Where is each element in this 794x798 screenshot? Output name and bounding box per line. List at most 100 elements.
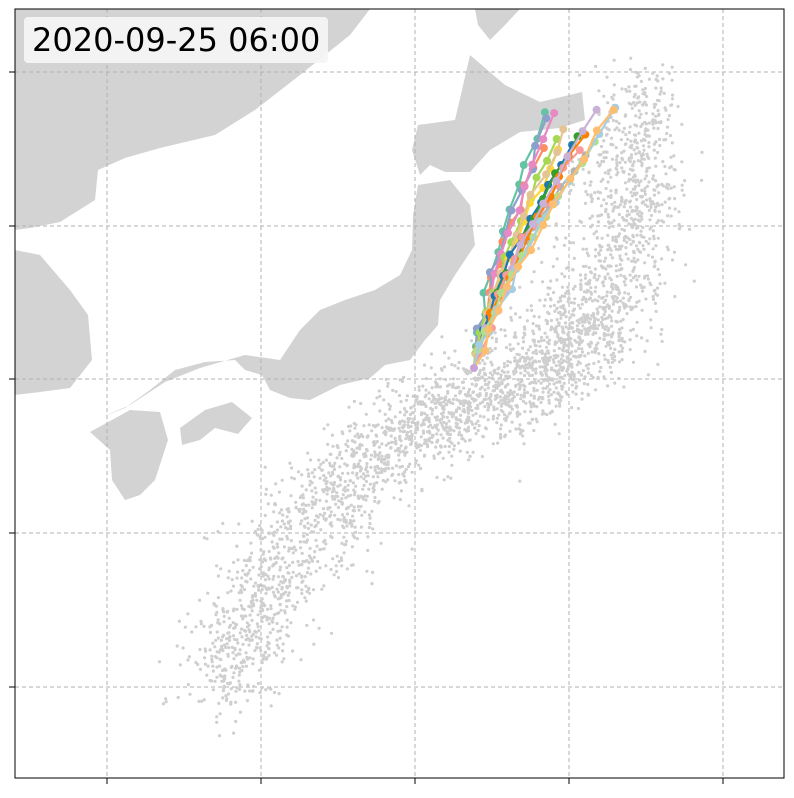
position-point: [398, 465, 402, 469]
position-point: [247, 643, 251, 647]
position-point: [491, 417, 495, 421]
position-point: [373, 468, 377, 472]
position-point: [655, 185, 659, 189]
position-point: [457, 426, 462, 430]
position-point: [609, 353, 614, 357]
position-point: [394, 464, 398, 468]
position-point: [534, 367, 538, 371]
position-point: [341, 493, 345, 497]
position-point: [259, 637, 263, 641]
track-point: [552, 177, 561, 185]
track-point: [494, 306, 503, 315]
position-point: [606, 101, 610, 105]
position-point: [283, 609, 287, 613]
position-point: [355, 537, 359, 541]
position-point: [287, 521, 291, 525]
position-point: [157, 660, 162, 664]
position-point: [617, 244, 622, 248]
position-point: [470, 382, 474, 386]
position-point: [256, 681, 260, 686]
position-point: [493, 331, 497, 335]
position-point: [314, 514, 319, 518]
position-point: [541, 386, 545, 390]
position-point: [635, 278, 639, 282]
position-point: [581, 264, 586, 268]
position-point: [464, 328, 468, 333]
position-point: [269, 604, 273, 608]
position-point: [545, 378, 549, 382]
position-point: [226, 692, 231, 696]
position-point: [523, 359, 527, 363]
position-point: [281, 649, 285, 653]
position-point: [430, 408, 434, 412]
position-point: [483, 362, 487, 366]
position-point: [648, 197, 652, 201]
position-point: [500, 390, 504, 394]
position-point: [670, 103, 674, 107]
position-point: [561, 349, 566, 353]
position-point: [549, 328, 553, 332]
position-point: [474, 432, 478, 436]
position-point: [596, 196, 600, 201]
position-point: [545, 335, 549, 339]
position-point: [556, 398, 561, 402]
position-point: [531, 322, 535, 326]
position-point: [435, 398, 439, 402]
track-point: [528, 160, 537, 169]
position-point: [642, 148, 646, 152]
position-point: [667, 71, 672, 75]
position-point: [652, 148, 656, 152]
position-point: [572, 307, 577, 311]
position-point: [506, 364, 510, 368]
position-point: [211, 688, 215, 692]
position-point: [613, 354, 617, 359]
position-point: [557, 432, 561, 436]
position-point: [432, 395, 436, 399]
position-point: [455, 422, 459, 426]
position-point: [635, 141, 639, 145]
position-point: [436, 428, 440, 432]
position-point: [226, 681, 230, 686]
position-point: [652, 237, 656, 241]
position-point: [429, 366, 433, 370]
position-point: [381, 478, 385, 483]
position-point: [421, 384, 425, 388]
position-point: [215, 656, 219, 660]
position-point: [659, 89, 663, 93]
position-point: [559, 305, 563, 309]
position-point: [403, 478, 407, 482]
position-point: [448, 436, 452, 440]
position-point: [295, 600, 300, 605]
position-point: [478, 387, 482, 391]
position-point: [498, 427, 503, 431]
position-point: [594, 343, 598, 347]
position-point: [600, 323, 605, 327]
position-point: [430, 412, 434, 416]
position-point: [337, 499, 341, 503]
position-point: [604, 344, 608, 348]
position-point: [299, 494, 303, 498]
track-point: [504, 229, 512, 237]
position-point: [492, 388, 497, 393]
position-point: [310, 558, 314, 562]
position-point: [517, 387, 522, 391]
position-point: [230, 578, 234, 582]
position-point: [554, 386, 558, 390]
position-point: [653, 301, 658, 305]
position-point: [178, 663, 182, 667]
position-point: [593, 267, 598, 271]
position-point: [531, 368, 536, 372]
position-point: [658, 282, 662, 286]
position-point: [384, 443, 388, 447]
track-point: [526, 190, 535, 199]
position-point: [530, 356, 534, 360]
position-point: [262, 557, 266, 561]
position-point: [443, 428, 447, 432]
position-point: [570, 362, 574, 367]
position-point: [562, 243, 567, 247]
position-point: [318, 512, 322, 517]
position-point: [202, 536, 206, 540]
position-point: [579, 373, 584, 377]
position-point: [645, 94, 649, 99]
position-point: [592, 316, 596, 320]
